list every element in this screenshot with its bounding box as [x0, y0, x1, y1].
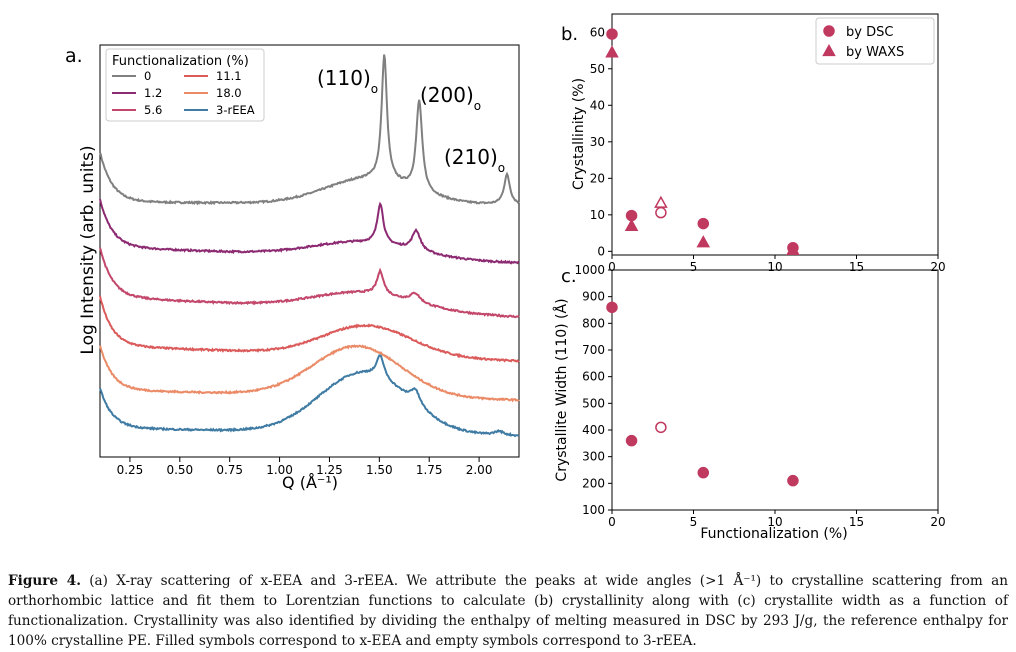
legend-label: by DSC: [846, 25, 893, 40]
xray-curve-11-1: [99, 295, 520, 363]
width-point: [625, 434, 638, 447]
panel-b-y-tick-label: 60: [590, 25, 605, 39]
panel-b-letter: b.: [561, 24, 578, 45]
panel-a-y-axis-label: Log Intensity (arb. units): [78, 145, 98, 354]
waxs-point: [624, 218, 639, 231]
xray-curve-18-0: [99, 344, 520, 403]
panel-c-x-tick-label: 5: [690, 515, 698, 529]
panel-c-x-tick-label: 15: [849, 515, 864, 529]
panel-b-x-tick-label: 0: [608, 260, 616, 274]
panel-c-x-tick-label: 10: [767, 515, 782, 529]
panel-b-y-tick-label: 20: [590, 171, 605, 185]
peak-label: (200)o: [420, 83, 481, 113]
panel-b-y-axis-label: Crystallinity (%): [571, 78, 587, 190]
panel-c-y-tick-label: 300: [582, 450, 605, 464]
figure-caption: Figure 4. (a) X-ray scattering of x-EEA …: [8, 571, 1008, 651]
panel-c-y-tick-label: 900: [582, 290, 605, 304]
panel-c-frame: [611, 269, 939, 511]
width-point: [697, 466, 710, 479]
xray-curve-1-2: [99, 199, 520, 265]
waxs-point: [786, 242, 800, 256]
panel-c-y-axis-label: Crystallite Width (110) (Å): [553, 298, 570, 481]
panel-a-x-tick-label: 0.75: [216, 463, 243, 477]
panel-a-x-axis-label: Q (Å⁻¹): [282, 473, 338, 492]
caption-text: (a) X-ray scattering of x-EEA and 3-rEEA…: [8, 573, 1008, 649]
panel-a-legend: Functionalization (%) 0 1.2 5.6 11.1 18.0 3-r…: [105, 48, 265, 122]
panel-c-y-tick-label: 400: [582, 423, 605, 437]
width-point: [787, 474, 799, 487]
panel-c-x-tick-label: 20: [930, 515, 945, 529]
panel-b-y-tick-label: 0: [597, 244, 605, 258]
panel-c-y-tick-label: 100: [582, 503, 605, 517]
panel-a-x-tick-label: 1.00: [266, 463, 293, 477]
legend-box: [105, 48, 265, 122]
legend-label: by WAXS: [846, 45, 904, 60]
xray-curve-5-6: [99, 247, 520, 319]
panel-c-x-axis-label: Functionalization (%): [700, 526, 847, 542]
panel-c-y-tick-label: 700: [582, 343, 605, 357]
panel-b-legend: [815, 17, 935, 65]
waxs-point: [654, 195, 668, 208]
legend-label: 0: [144, 69, 151, 83]
panel-c-y-tick-label: 500: [582, 396, 605, 410]
panel-a-letter: a.: [65, 45, 83, 67]
panel-c-crystallite-width: c. Crystallite Width (110) (Å) Functiona…: [553, 263, 946, 542]
dsc-point: [606, 28, 618, 40]
panel-b-x-tick-label: 5: [690, 260, 698, 274]
legend-marker: [823, 25, 835, 37]
waxs-point: [696, 235, 711, 248]
panel-c-x-tick-label: 0: [608, 515, 616, 529]
legend-label: 11.1: [216, 69, 242, 83]
width-point: [606, 301, 618, 314]
legend-label: 1.2: [144, 86, 162, 100]
legend-label: 5.6: [144, 103, 162, 117]
xray-curve-3-rEEA: [99, 354, 520, 438]
panel-b-x-tick-label: 10: [767, 260, 782, 274]
panel-a-x-tick-label: 1.50: [366, 463, 393, 477]
panel-b-y-tick-label: 40: [590, 98, 605, 112]
panel-a-x-tick-label: 1.25: [316, 463, 343, 477]
panel-b-y-tick-label: 30: [590, 135, 605, 149]
legend-marker: [822, 43, 836, 57]
panel-a-x-tick-label: 0.50: [166, 463, 193, 477]
legend-title: Functionalization (%): [112, 54, 249, 69]
panel-a-x-tick-label: 2.00: [466, 463, 493, 477]
panel-c-y-tick-label: 600: [582, 370, 605, 384]
figure-4: a. Log Intensity (arb. units) Q (Å⁻¹) 0.…: [65, 13, 946, 542]
peak-label: (210)o: [444, 145, 505, 175]
dsc-point: [655, 206, 667, 219]
peak-label: (110)o: [317, 66, 378, 96]
panel-c-y-tick-label: 200: [582, 476, 605, 490]
panel-a-x-tick-label: 0.25: [117, 463, 144, 477]
panel-a-x-tick-label: 1.75: [416, 463, 443, 477]
panel-c-y-tick-label: 800: [582, 316, 605, 330]
xray-curve-0: [99, 54, 520, 206]
legend-label: 3-rEEA: [216, 103, 255, 117]
panel-b-x-tick-label: 15: [849, 260, 864, 274]
width-point: [655, 421, 667, 434]
panel-c-y-tick-label: 1000: [574, 263, 605, 277]
panel-b-y-tick-label: 10: [590, 208, 605, 222]
panel-a-xray-scattering: a. Log Intensity (arb. units) Q (Å⁻¹) 0.…: [65, 44, 520, 492]
panel-c-letter: c.: [561, 266, 577, 287]
waxs-point: [605, 45, 619, 58]
panel-b-y-tick-label: 50: [590, 62, 605, 76]
dsc-point: [697, 217, 710, 230]
panel-b-crystallinity: b. Crystallinity (%) 0 5 10 15 2001020304050…: [561, 13, 946, 274]
legend-label: 18.0: [216, 86, 242, 100]
caption-label: Figure 4.: [8, 573, 81, 589]
